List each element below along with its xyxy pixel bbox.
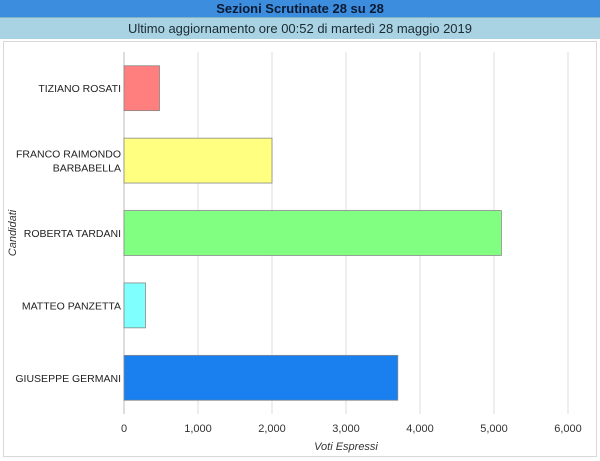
x-tick-label: 2,000 bbox=[258, 423, 286, 435]
x-tick-label: 1,000 bbox=[184, 423, 212, 435]
x-tick-label: 6,000 bbox=[554, 423, 582, 435]
category-label: BARBABELLA bbox=[53, 163, 121, 175]
bar bbox=[123, 282, 146, 329]
chart-container: 0 1,000 2,000 3,000 4,000 5,000 6,000 TIZIANO R… bbox=[3, 41, 597, 457]
x-tick-label: 3,000 bbox=[332, 423, 360, 435]
bar-chart: 0 1,000 2,000 3,000 4,000 5,000 6,000 TIZIANO R… bbox=[7, 52, 582, 453]
bar bbox=[123, 65, 160, 112]
category-label: GIUSEPPE GERMANI bbox=[15, 373, 121, 385]
category-label: FRANCO RAIMONDO bbox=[16, 149, 121, 161]
category-label: ROBERTA TARDANI bbox=[24, 228, 121, 240]
bar bbox=[123, 137, 273, 184]
y-axis-title: Candidati bbox=[7, 209, 19, 256]
x-axis-title: Voti Espressi bbox=[314, 441, 378, 453]
x-tick-label: 0 bbox=[121, 423, 127, 435]
sections-counted-banner: Sezioni Scrutinate 28 su 28 bbox=[0, 0, 600, 17]
bar bbox=[123, 354, 399, 401]
x-tick-label: 5,000 bbox=[480, 423, 508, 435]
category-label: MATTEO PANZETTA bbox=[22, 300, 121, 312]
category-label: TIZIANO ROSATI bbox=[38, 83, 121, 95]
last-update-banner: Ultimo aggiornamento ore 00:52 di marted… bbox=[0, 17, 600, 39]
x-tick-label: 4,000 bbox=[406, 423, 434, 435]
bar bbox=[123, 210, 502, 256]
